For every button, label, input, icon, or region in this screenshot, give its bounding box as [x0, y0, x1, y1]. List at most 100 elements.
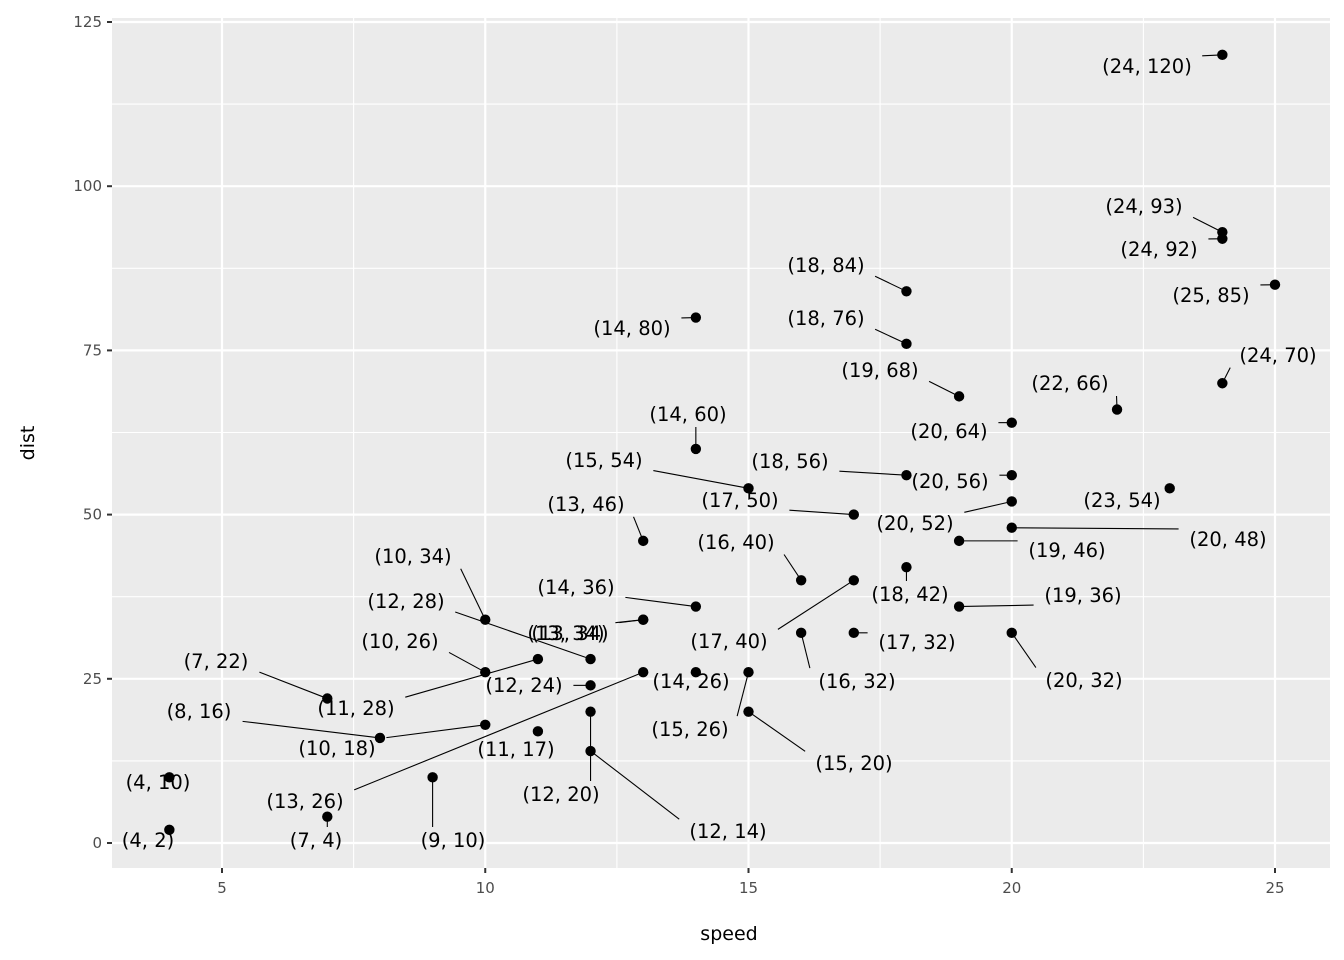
label-leader-line [783, 554, 800, 578]
label-leader-line [839, 470, 903, 476]
data-point [1217, 226, 1228, 238]
point-label: (24, 92) [1120, 238, 1197, 261]
data-point [953, 391, 965, 402]
label-leader-line [874, 328, 904, 343]
data-point [480, 614, 491, 625]
data-point [690, 443, 702, 455]
point-label: (25, 85) [1172, 284, 1249, 307]
label-leader-line [963, 604, 1034, 608]
label-leader-line [1202, 54, 1219, 57]
data-point [585, 706, 596, 717]
y-axis-title: dist [17, 426, 39, 461]
y-tick-label: 125 [73, 13, 102, 31]
data-point [164, 772, 175, 783]
data-point [848, 627, 859, 639]
data-point [1006, 627, 1017, 639]
point-label: (16, 40) [697, 531, 774, 554]
data-point [638, 614, 649, 625]
data-point [953, 601, 965, 612]
point-label: (14, 26) [652, 670, 729, 693]
point-label: (19, 68) [841, 359, 918, 382]
point-label: (17, 32) [878, 631, 955, 654]
data-point [901, 561, 912, 573]
data-point [795, 627, 807, 639]
point-label: (13, 34) [531, 622, 608, 645]
point-label: (20, 32) [1045, 669, 1122, 692]
y-tick-label: 25 [83, 670, 102, 688]
data-point [1006, 496, 1017, 507]
data-points [164, 49, 1281, 836]
x-tick-label: 10 [476, 879, 495, 897]
data-point [1217, 49, 1228, 61]
y-tick-label: 0 [92, 834, 102, 852]
label-leader-line [1015, 527, 1179, 530]
point-label: (9, 10) [421, 829, 486, 852]
label-leader-line [1192, 216, 1220, 231]
point-label: (18, 56) [751, 450, 828, 473]
label-leader-line [353, 673, 640, 791]
point-label: (19, 36) [1044, 584, 1121, 607]
label-leader-line [259, 671, 324, 698]
point-label: (17, 50) [701, 489, 778, 512]
data-point [427, 772, 438, 783]
point-label: (10, 18) [298, 737, 375, 760]
point-label: (17, 40) [690, 630, 767, 653]
label-leader-line [736, 675, 749, 717]
data-point [480, 667, 491, 678]
data-point [743, 706, 754, 717]
data-point [901, 286, 912, 297]
point-label: (12, 14) [689, 820, 766, 843]
point-label: (20, 52) [876, 512, 953, 535]
data-point [953, 535, 965, 547]
label-leader-line [619, 619, 640, 624]
data-point [322, 811, 333, 822]
point-label: (12, 20) [522, 783, 599, 806]
point-label: (15, 20) [815, 752, 892, 775]
data-point [1006, 417, 1017, 428]
data-point [585, 653, 596, 665]
x-axis-title: speed [700, 923, 757, 945]
data-point [480, 719, 491, 730]
label-leader-line [1013, 635, 1037, 668]
label-leader-line [405, 659, 535, 698]
point-label: (11, 28) [317, 697, 394, 720]
data-point [743, 667, 754, 678]
point-label: (16, 32) [818, 670, 895, 693]
data-point [690, 312, 702, 323]
data-point [638, 667, 649, 678]
label-leader-line [751, 713, 806, 752]
data-point [901, 469, 912, 481]
label-leader-line [455, 611, 587, 659]
data-point [690, 667, 702, 678]
point-label: (22, 66) [1031, 372, 1108, 395]
point-label: (24, 70) [1239, 344, 1316, 367]
data-point [690, 601, 702, 612]
point-label: (14, 36) [537, 576, 614, 599]
data-point [795, 575, 807, 586]
label-leader-line [874, 275, 904, 291]
point-label: (23, 54) [1083, 489, 1160, 512]
label-leader-line [777, 581, 851, 630]
point-label: (12, 24) [485, 674, 562, 697]
data-point [1006, 522, 1017, 533]
point-label: (10, 34) [374, 545, 451, 568]
point-label: (20, 56) [911, 470, 988, 493]
data-point [532, 653, 544, 665]
data-point [743, 483, 754, 494]
point-label: (18, 76) [787, 307, 864, 330]
y-tick-label: 100 [73, 177, 102, 195]
point-label: (20, 48) [1189, 528, 1266, 551]
x-tick-label: 15 [739, 879, 758, 897]
label-leader-line [460, 568, 485, 617]
point-label: (7, 22) [184, 650, 249, 673]
data-point [1217, 378, 1228, 389]
data-point [1111, 404, 1123, 415]
label-leader-line [1223, 367, 1231, 380]
point-label: (24, 120) [1102, 55, 1192, 78]
point-label: (10, 26) [361, 630, 438, 653]
point-label: (19, 46) [1028, 539, 1105, 562]
data-point [848, 575, 859, 586]
label-leader-line [789, 509, 850, 515]
point-label: (8, 16) [167, 700, 232, 723]
plot-panel [112, 18, 1330, 868]
